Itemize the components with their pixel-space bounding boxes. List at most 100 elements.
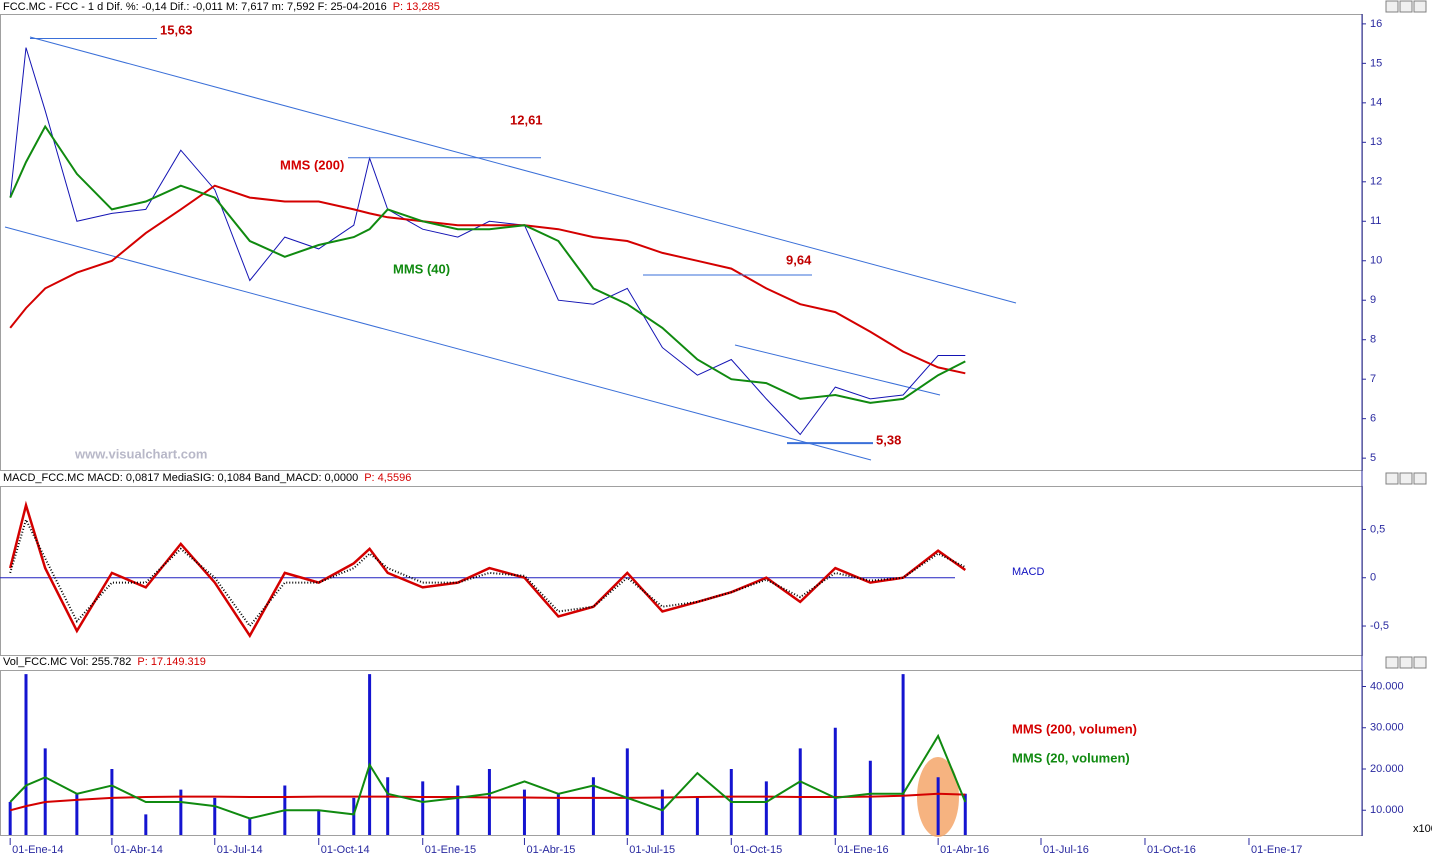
maximize-button[interactable] [1399, 472, 1413, 485]
x-tick-label: 01-Ene-15 [425, 844, 476, 856]
panel-label: MACD [1012, 566, 1044, 578]
series-label: MMS (20, volumen) [1012, 750, 1130, 765]
y-tick-label: 10.000 [1370, 804, 1404, 816]
x-tick-label: 01-Abr-14 [114, 844, 163, 856]
unit-label: x100 [1413, 823, 1432, 835]
x-tick-label: 01-Jul-14 [217, 844, 263, 856]
panel-header-value: P: 4,5596 [364, 472, 411, 484]
level-label: 15,63 [160, 22, 193, 37]
series-line [9, 124, 966, 404]
channel-upper [29, 36, 1017, 304]
volume-bar [43, 748, 47, 835]
volume-bar [179, 789, 183, 835]
x-tick-label: 01-Oct-16 [1147, 844, 1196, 856]
volume-bar [487, 769, 491, 835]
x-tick-label: 01-Jul-16 [1043, 844, 1089, 856]
series-line [8, 500, 967, 639]
x-tick-label: 01-Oct-14 [321, 844, 370, 856]
y-tick-label: 0 [1370, 572, 1376, 584]
volume-bar [248, 818, 252, 835]
series-line [9, 517, 966, 628]
volume-bar [936, 777, 940, 835]
x-tick-label: 01-Abr-15 [526, 844, 575, 856]
volume-bar [110, 769, 114, 835]
y-tick-label: 6 [1370, 413, 1376, 425]
volume-bar [213, 797, 217, 835]
x-tick-label: 01-Oct-15 [733, 844, 782, 856]
y-tick-label: 15 [1370, 57, 1382, 69]
volume-bar [556, 793, 560, 835]
series-line [9, 47, 966, 436]
minimize-button[interactable] [1385, 472, 1399, 485]
volume-bar [24, 674, 28, 835]
volume-bar [386, 777, 390, 835]
y-tick-label: 12 [1370, 176, 1382, 188]
volume-bar [591, 777, 595, 835]
x-tick-label: 01-Ene-17 [1251, 844, 1302, 856]
y-tick-label: 11 [1370, 215, 1381, 227]
series-line [9, 733, 967, 820]
panel-header: MACD_FCC.MC MACD: 0,0817 MediaSIG: 0,108… [3, 472, 358, 484]
y-tick-label: 40.000 [1370, 680, 1404, 692]
channel-inner [734, 344, 941, 396]
panel-header: Vol_FCC.MC Vol: 255.782 [3, 656, 131, 668]
x-tick-label: 01-Ene-14 [12, 844, 63, 856]
minimize-button[interactable] [1385, 656, 1399, 669]
series-label: MMS (200) [280, 157, 344, 172]
y-tick-label: 7 [1370, 373, 1376, 385]
volume-bar [695, 797, 699, 835]
volume-bar [660, 789, 664, 835]
volume-bar [868, 760, 872, 835]
x-tick-label: 01-Ene-16 [837, 844, 888, 856]
level-label: 5,38 [876, 432, 901, 447]
y-tick-label: 8 [1370, 334, 1376, 346]
maximize-button[interactable] [1399, 0, 1413, 13]
volume-bar [963, 793, 967, 835]
y-tick-label: 13 [1370, 136, 1382, 148]
y-tick-label: -0,5 [1370, 620, 1389, 632]
trend-channel [4, 36, 1017, 461]
volume-bar [75, 793, 79, 835]
watermark: www.visualchart.com [74, 446, 207, 461]
volume-bar [798, 748, 802, 835]
channel-lower [4, 226, 872, 461]
volume-bar [456, 785, 460, 835]
volume-bar [625, 748, 629, 835]
volume-bar [764, 781, 768, 835]
series-line [9, 184, 966, 375]
y-tick-label: 0,5 [1370, 523, 1385, 535]
x-tick-label: 01-Abr-16 [940, 844, 989, 856]
volume-bar [317, 810, 321, 835]
panel-header-value: P: 17.149.319 [137, 656, 206, 668]
volume-bar [368, 674, 372, 835]
minimize-button[interactable] [1385, 0, 1399, 13]
panel-header: FCC.MC - FCC - 1 d Dif. %: -0,14 Dif.: -… [3, 1, 387, 13]
level-label: 9,64 [786, 252, 812, 267]
window-buttons[interactable] [1385, 0, 1427, 669]
series-label: MMS (40) [393, 261, 450, 276]
close-button[interactable] [1413, 0, 1427, 13]
volume-bar [833, 727, 837, 835]
volume-bar [522, 789, 526, 835]
close-button[interactable] [1413, 472, 1427, 485]
maximize-button[interactable] [1399, 656, 1413, 669]
y-tick-label: 5 [1370, 452, 1376, 464]
volume-bar [421, 781, 425, 835]
close-button[interactable] [1413, 656, 1427, 669]
y-tick-label: 14 [1370, 97, 1382, 109]
y-tick-label: 30.000 [1370, 722, 1404, 734]
y-tick-label: 10 [1370, 255, 1382, 267]
series-label: MMS (200, volumen) [1012, 721, 1137, 736]
level-label: 12,61 [510, 112, 543, 127]
volume-bar [8, 802, 12, 835]
y-tick-label: 20.000 [1370, 763, 1404, 775]
x-tick-label: 01-Jul-15 [629, 844, 675, 856]
y-tick-label: 9 [1370, 294, 1376, 306]
panel-header-value: P: 13,285 [393, 1, 440, 13]
y-tick-label: 16 [1370, 18, 1382, 30]
volume-bar [901, 674, 905, 835]
volume-bar [144, 814, 148, 835]
volume-bar [352, 797, 356, 835]
